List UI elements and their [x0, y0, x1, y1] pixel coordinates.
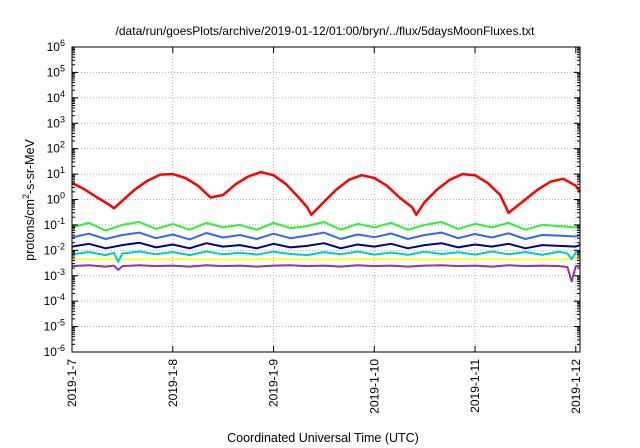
y-axis-label-rest: -s-sr-MeV	[23, 138, 37, 194]
y-tick-label: 10-3	[44, 267, 65, 283]
x-tick-label: 2019-1-12	[569, 359, 583, 414]
x-tick-label: 2019-1-9	[267, 359, 281, 407]
y-tick-label: 102	[47, 140, 65, 156]
series-line-4	[71, 241, 581, 250]
series-line-3	[71, 250, 581, 263]
chart-title: /data/run/goesPlots/archive/2019-01-12/0…	[116, 24, 536, 38]
y-axis-label-base: protons/cm	[23, 199, 37, 261]
y-tick-label: 105	[47, 63, 65, 79]
series-lines	[71, 170, 582, 283]
x-axis-label: Coordinated Universal Time (UTC)	[227, 431, 419, 445]
y-axis-label-sup: 2	[21, 194, 31, 199]
y-tick-label: 101	[47, 165, 65, 181]
y-tick-label: 10-2	[44, 241, 65, 257]
x-tick-label: 2019-1-11	[468, 359, 482, 413]
grid	[72, 47, 580, 352]
y-tick-label: 10-1	[44, 216, 65, 232]
x-tick-label: 2019-1-7	[65, 359, 79, 407]
y-tick-label: 106	[47, 38, 65, 54]
series-line-5	[71, 231, 581, 241]
y-tick-label: 10-4	[44, 292, 65, 308]
series-line-7	[71, 170, 582, 217]
y-tick-label: 10-5	[44, 318, 65, 334]
series-line-2	[71, 264, 581, 283]
y-tick-label: 104	[47, 89, 65, 105]
y-tick-label: 10-6	[44, 343, 65, 359]
y-axis-label: protons/cm2-s-sr-MeV	[21, 138, 37, 260]
axis-ticks	[71, 46, 580, 353]
x-tick-labels: 2019-1-7 2019-1-8 2019-1-9 2019-1-10 2019-1-…	[65, 359, 583, 414]
x-tick-label: 2019-1-10	[367, 359, 381, 414]
series-line-6	[71, 221, 581, 232]
y-tick-labels: 10-6 10-5 10-4 10-3 10-2 10-1 100 101 102 103 104 1…	[44, 38, 65, 359]
x-tick-label: 2019-1-8	[166, 359, 180, 407]
y-tick-label: 103	[47, 114, 65, 130]
y-tick-label: 100	[47, 191, 65, 207]
